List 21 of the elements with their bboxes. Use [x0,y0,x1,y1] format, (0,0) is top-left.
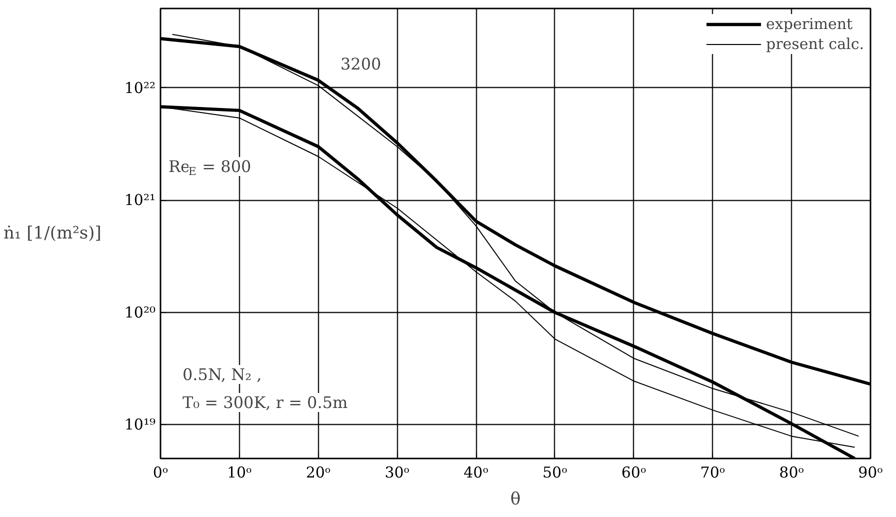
x-tick-label: 40ᵒ [464,464,489,482]
y-tick-label: 10²² [124,78,156,97]
annotation: 3200 [340,54,382,74]
y-axis-title: ṅ₁ [1/(m²s)] [3,224,102,244]
x-tick-label: 10ᵒ [226,464,252,482]
x-tick-label: 0ᵒ [152,464,168,482]
legend-label: present calc. [766,35,864,53]
x-tick-label: 80ᵒ [779,464,804,482]
x-tick-label: 70ᵒ [700,464,726,482]
x-tick-label: 50ᵒ [542,464,568,482]
x-tick-label: 90ᵒ [858,464,884,482]
annotation: 0.5N, N₂ , [182,365,262,384]
y-tick-label: 10²⁰ [124,303,156,322]
x-axis-title: θ [510,490,521,510]
x-tick-label: 30ᵒ [384,464,410,482]
x-tick-label: 60ᵒ [621,464,646,482]
legend-label: experiment [766,15,853,33]
annotation: T₀ = 300K, r = 0.5m [182,393,348,412]
x-tick-label: 20ᵒ [306,464,331,482]
y-tick-label: 10²¹ [124,191,156,210]
y-tick-label: 10¹⁹ [124,416,156,434]
